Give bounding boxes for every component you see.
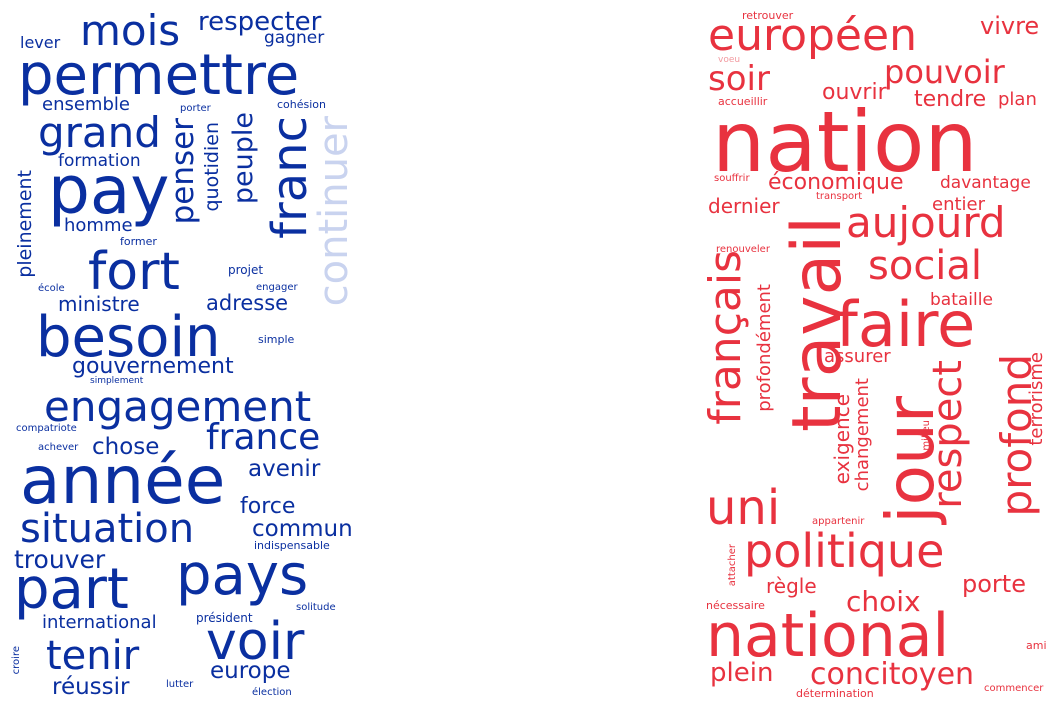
- word: lutter: [166, 679, 194, 690]
- word: ensemble: [42, 94, 130, 115]
- word: attacher: [727, 544, 738, 587]
- word: gagner: [264, 28, 325, 48]
- word: france: [206, 417, 321, 458]
- word: européen: [708, 10, 917, 61]
- word: terrorisme: [1026, 352, 1047, 446]
- word: profondément: [754, 284, 775, 412]
- word: adresse: [206, 291, 289, 315]
- word: situation: [20, 506, 195, 552]
- word: vivre: [980, 12, 1040, 40]
- word: plan: [998, 89, 1037, 110]
- word: pouvoir: [884, 53, 1005, 91]
- word: choix: [846, 585, 921, 618]
- word: ouvrir: [822, 80, 887, 105]
- word: politique: [744, 524, 945, 578]
- word: solitude: [296, 602, 336, 613]
- word: aujourd: [846, 198, 1006, 247]
- left-word-cloud: mois respecter gagner lever permettre en…: [0, 0, 360, 713]
- word: porter: [180, 103, 211, 114]
- word: commencer: [984, 683, 1044, 694]
- word: nation: [712, 93, 978, 191]
- word: année: [20, 442, 226, 519]
- word: voir: [206, 612, 305, 672]
- word: détermination: [796, 687, 874, 700]
- word: soir: [708, 59, 770, 99]
- word: europe: [210, 658, 291, 684]
- word: chose: [92, 434, 160, 460]
- word: retrouver: [742, 9, 794, 22]
- word: dernier: [708, 194, 780, 218]
- word: peuple: [228, 112, 259, 205]
- word: uni: [706, 480, 781, 536]
- word: souffrir: [714, 173, 750, 184]
- word: français: [700, 250, 751, 425]
- word: pays: [176, 543, 309, 608]
- word: continuer: [311, 116, 357, 307]
- word: plein: [710, 658, 774, 688]
- word: lever: [20, 33, 61, 52]
- word: économique: [768, 170, 904, 195]
- word: pay: [48, 152, 170, 229]
- word: tendre: [914, 87, 987, 112]
- word: ministre: [58, 292, 140, 316]
- word: bataille: [930, 290, 993, 310]
- word: jour: [872, 396, 949, 524]
- word: fort: [88, 242, 180, 302]
- word: compatriote: [16, 423, 77, 434]
- word: trouver: [14, 545, 106, 574]
- word: règle: [766, 574, 817, 598]
- word: respecter: [198, 7, 322, 37]
- word: grand: [38, 108, 161, 157]
- word: social: [868, 243, 983, 289]
- word: avenir: [248, 456, 321, 482]
- word: engagement: [44, 382, 312, 431]
- word: assurer: [824, 346, 891, 367]
- right-word-cloud: retrouver européen vivre voeu soir pouvo…: [700, 0, 1060, 713]
- word: exigence: [830, 394, 854, 485]
- word: former: [120, 235, 157, 248]
- word: tenir: [46, 633, 140, 679]
- word: appartenir: [812, 516, 865, 527]
- word: réussir: [52, 674, 130, 700]
- word: permettre: [18, 43, 300, 108]
- word: part: [14, 557, 129, 622]
- word: national: [706, 601, 950, 671]
- word: penser: [165, 118, 201, 225]
- word: élection: [252, 687, 292, 698]
- word: simple: [258, 333, 295, 346]
- word: engager: [256, 282, 298, 293]
- word: entier: [932, 194, 986, 215]
- word: davantage: [940, 173, 1031, 193]
- word: international: [42, 612, 157, 633]
- word: quotidien: [201, 122, 223, 212]
- word: croire: [11, 646, 22, 675]
- word: homme: [64, 215, 133, 236]
- word: commun: [252, 516, 353, 542]
- word: franc: [262, 116, 318, 239]
- word: transport: [816, 191, 863, 202]
- word: mois: [80, 6, 181, 55]
- word: nécessaire: [706, 599, 765, 612]
- word: formation: [58, 151, 141, 171]
- word: besoin: [36, 305, 221, 370]
- word: force: [240, 494, 296, 519]
- word: accueillir: [718, 95, 768, 108]
- word: pleinement: [14, 170, 36, 278]
- word: gouvernement: [72, 354, 234, 379]
- word: concitoyen: [810, 657, 975, 692]
- word: porte: [962, 570, 1026, 598]
- word: école: [38, 283, 65, 294]
- word: changement: [852, 378, 873, 492]
- word: cohésion: [277, 98, 327, 111]
- word: projet: [228, 263, 264, 277]
- word: ami: [1026, 639, 1047, 652]
- word: président: [196, 611, 253, 625]
- word: voeu: [718, 55, 741, 65]
- word: simplement: [90, 376, 144, 386]
- word: renouveler: [716, 244, 770, 255]
- word: achever: [38, 442, 79, 453]
- word: indispensable: [254, 539, 330, 552]
- word: faire: [836, 288, 976, 361]
